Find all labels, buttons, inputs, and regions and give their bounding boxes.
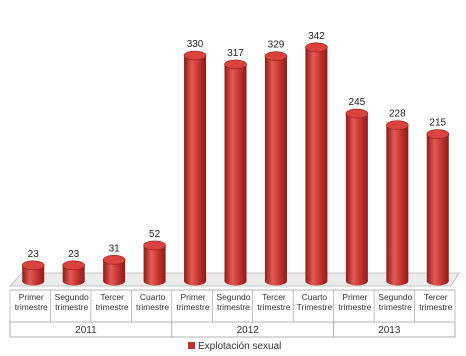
bar [224,59,247,286]
category-tick-label: trimestre [217,302,250,312]
category-tick-label: Trimestre [297,302,333,312]
bar-top [62,260,85,271]
bar-body [62,265,85,286]
legend-label: Explotación sexual [198,341,281,352]
bar-body [103,259,126,286]
data-label: 52 [149,229,161,240]
bar-top [386,120,409,130]
category-tick-label: Cuarto [140,292,166,302]
data-label: 23 [28,249,40,260]
data-label: 317 [227,48,244,59]
group-label: 2011 [75,325,97,336]
bar-body [184,55,207,286]
data-label: 245 [349,97,366,108]
category-tick-label: Segundo [216,292,250,302]
category-tick-label: Segundo [378,292,412,302]
bar [305,42,328,286]
category-tick-label: Primer [19,292,44,302]
category-tick-label: trimestre [419,302,452,312]
bar [264,51,288,286]
bar [62,260,85,286]
group-label: 2012 [237,325,260,336]
data-label: 342 [308,31,325,42]
bar-body [224,64,247,286]
bar-top [224,59,247,70]
bar-top [264,51,288,61]
bar [426,129,450,286]
data-label: 228 [389,109,406,120]
category-tick-label: Tercer [424,292,448,302]
category-axis: PrimertrimestreSegundotrimestreTercertri… [9,289,456,338]
category-tick-label: Cuarto [302,292,328,302]
category-tick-label: trimestre [96,302,129,312]
bar-top [426,129,450,139]
category-tick-label: Segundo [55,292,89,302]
bar [183,50,207,286]
legend: Explotación sexual [188,341,281,352]
category-tick-label: Primer [342,292,367,302]
category-tick-label: Primer [181,292,206,302]
bar-body [426,134,449,286]
category-tick-label: trimestre [136,302,169,312]
bar-top [102,255,126,265]
bar [386,120,409,286]
bar-body [143,245,166,286]
data-label: 31 [109,243,121,254]
category-tick-label: Tercer [262,292,286,302]
legend-swatch [188,342,195,349]
bar-body [345,113,368,286]
bar-body [305,47,328,286]
category-tick-label: trimestre [15,302,48,312]
bar-top [143,240,166,251]
bar-body [386,125,409,286]
bar-body [22,265,45,286]
bar-top [305,42,328,53]
value-labels-layer: 23 23 31 52 330 317 329 342 245 228 215 [28,31,447,260]
bar [345,108,369,286]
data-label: 330 [187,39,204,50]
data-label: 329 [268,40,285,51]
data-label: 23 [68,249,80,260]
category-tick-label: trimestre [379,302,412,312]
bars-layer [21,42,450,286]
bar-top [345,108,369,119]
bar-top [21,260,45,271]
bar [21,260,45,286]
category-tick-label: trimestre [257,302,290,312]
group-label: 2013 [378,325,401,336]
category-tick-label: Tercer [100,292,124,302]
category-tick-label: trimestre [177,302,210,312]
category-tick-label: trimestre [55,302,88,312]
bar [143,240,166,286]
category-tick-label: trimestre [338,302,371,312]
bar [102,255,126,286]
data-label: 215 [429,118,446,129]
bar-body [264,56,287,286]
bar-top [183,50,207,61]
